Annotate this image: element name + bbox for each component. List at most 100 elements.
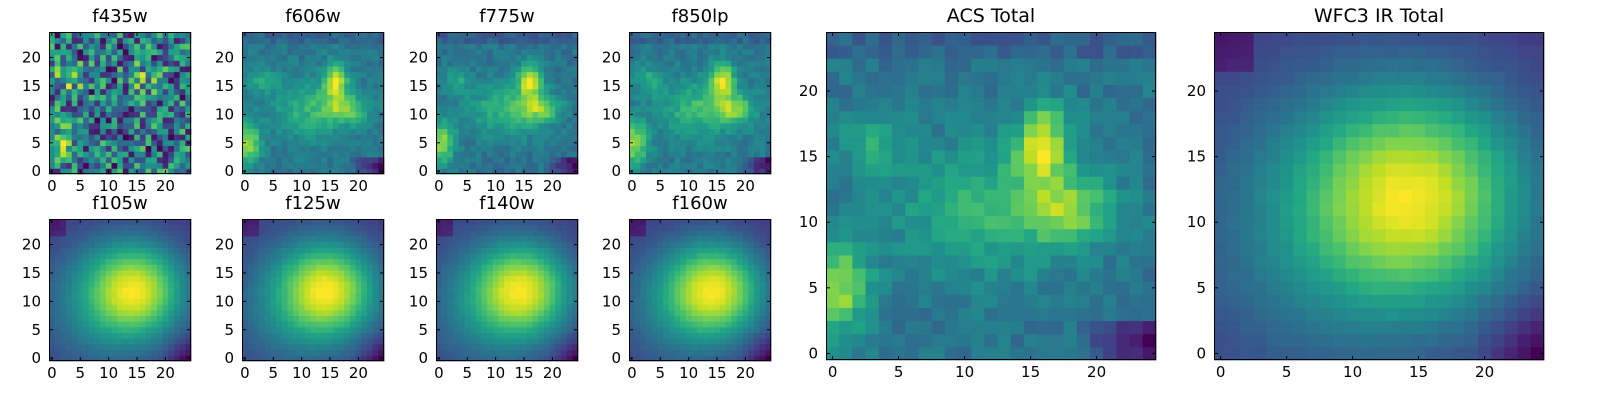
heatmap-cell: [151, 122, 158, 129]
heatmap-cell: [765, 309, 772, 316]
heatmap-cell: [304, 32, 311, 39]
heatmap-cell: [526, 60, 533, 67]
heatmap-cell: [555, 338, 562, 345]
heatmap-cell: [697, 139, 704, 146]
heatmap-cell: [349, 122, 356, 129]
heatmap-cell: [765, 332, 772, 339]
heatmap-cell: [71, 128, 78, 135]
panel-f140w: f140w 0 5 10 15 20 0 5 10 15 20: [409, 193, 579, 382]
heatmap-cell: [287, 287, 294, 294]
heatmap-cell: [560, 151, 568, 158]
heatmap-cell: [94, 168, 101, 175]
heatmap-cell: [543, 37, 550, 44]
heatmap-cell: [753, 134, 761, 141]
heatmap-cell: [532, 224, 539, 231]
heatmap-cell: [293, 105, 300, 112]
heatmap-cell: [264, 105, 271, 112]
heatmap-cell: [521, 315, 528, 322]
heatmap-cell: [731, 281, 738, 288]
heatmap-cell: [719, 287, 726, 294]
heatmap-cell: [487, 224, 494, 231]
heatmap-cell: [128, 258, 135, 265]
heatmap-cell: [134, 139, 141, 146]
heatmap-cell: [765, 60, 772, 67]
heatmap-cell: [338, 287, 345, 294]
heatmap-cell: [555, 32, 562, 39]
heatmap-cell: [88, 321, 95, 328]
heatmap-cell: [725, 32, 732, 39]
heatmap-cell: [168, 230, 175, 237]
heatmap-cell: [560, 32, 568, 39]
heatmap-cell: [77, 49, 84, 56]
heatmap-cell: [293, 156, 300, 164]
heatmap-cell: [71, 241, 78, 248]
heatmap-cell: [66, 321, 73, 328]
heatmap-cell: [270, 111, 277, 118]
heatmap-cell: [100, 83, 107, 90]
heatmap-cell: [49, 128, 56, 135]
heatmap-cell: [321, 321, 328, 328]
heatmap-cell: [94, 43, 101, 50]
heatmap-cell: [83, 37, 90, 44]
heatmap-cell: [498, 54, 505, 61]
heatmap-cell: [748, 281, 755, 288]
heatmap-cell: [122, 156, 129, 164]
heatmap-cell: [361, 111, 368, 118]
panel-title: f850lp: [671, 6, 729, 27]
heatmap-cell: [458, 338, 465, 345]
heatmap-cell: [532, 287, 539, 294]
heatmap-cell: [139, 287, 146, 294]
heatmap-cell: [139, 258, 146, 265]
heatmap-cell: [111, 145, 118, 152]
heatmap-cell: [702, 156, 709, 164]
heatmap-cell: [139, 60, 146, 67]
heatmap-cell: [572, 292, 579, 299]
heatmap-cell: [83, 355, 90, 362]
heatmap-cell: [560, 134, 568, 141]
heatmap-cell: [338, 349, 345, 356]
heatmap-cell: [304, 292, 311, 299]
heatmap-cell: [719, 66, 726, 73]
heatmap-cell: [714, 122, 721, 129]
heatmap-cell: [134, 241, 141, 248]
heatmap-cell: [532, 105, 539, 112]
heatmap-cell: [134, 54, 141, 61]
heatmap-cell: [100, 219, 107, 226]
heatmap-cell: [492, 321, 499, 328]
y-tick-label: 10: [22, 105, 41, 123]
heatmap-cell: [521, 128, 528, 135]
heatmap-cell: [344, 88, 351, 95]
heatmap-cell: [100, 349, 107, 356]
heatmap-cell: [173, 315, 181, 322]
heatmap-cell: [481, 224, 488, 231]
heatmap-cell: [139, 321, 146, 328]
heatmap-cell: [453, 49, 460, 56]
heatmap-cell: [748, 349, 755, 356]
heatmap-cell: [509, 219, 516, 226]
heatmap-cell: [509, 258, 516, 265]
heatmap-cell: [629, 94, 636, 101]
x-tick-label: 5: [462, 177, 472, 195]
heatmap-cell: [83, 247, 90, 254]
heatmap-cell: [498, 247, 505, 254]
heatmap-cell: [276, 315, 283, 322]
heatmap-cell: [321, 315, 328, 322]
heatmap-cell: [100, 168, 107, 175]
heatmap-cell: [355, 145, 362, 152]
heatmap-cell: [708, 37, 715, 44]
heatmap-cell: [464, 66, 471, 73]
heatmap-cell: [753, 88, 761, 95]
heatmap-cell: [657, 298, 664, 305]
heatmap-cell: [572, 315, 579, 322]
heatmap-cell: [304, 43, 311, 50]
heatmap-cell: [714, 66, 721, 73]
heatmap-cell: [538, 219, 545, 226]
heatmap-cell: [315, 100, 322, 107]
heatmap-cell: [145, 326, 152, 333]
heatmap-cell: [117, 343, 124, 351]
heatmap-cell: [270, 349, 277, 356]
heatmap-cell: [151, 32, 158, 39]
heatmap-cell: [719, 349, 726, 356]
heatmap-cell: [105, 37, 112, 44]
heatmap-cell: [179, 304, 186, 311]
